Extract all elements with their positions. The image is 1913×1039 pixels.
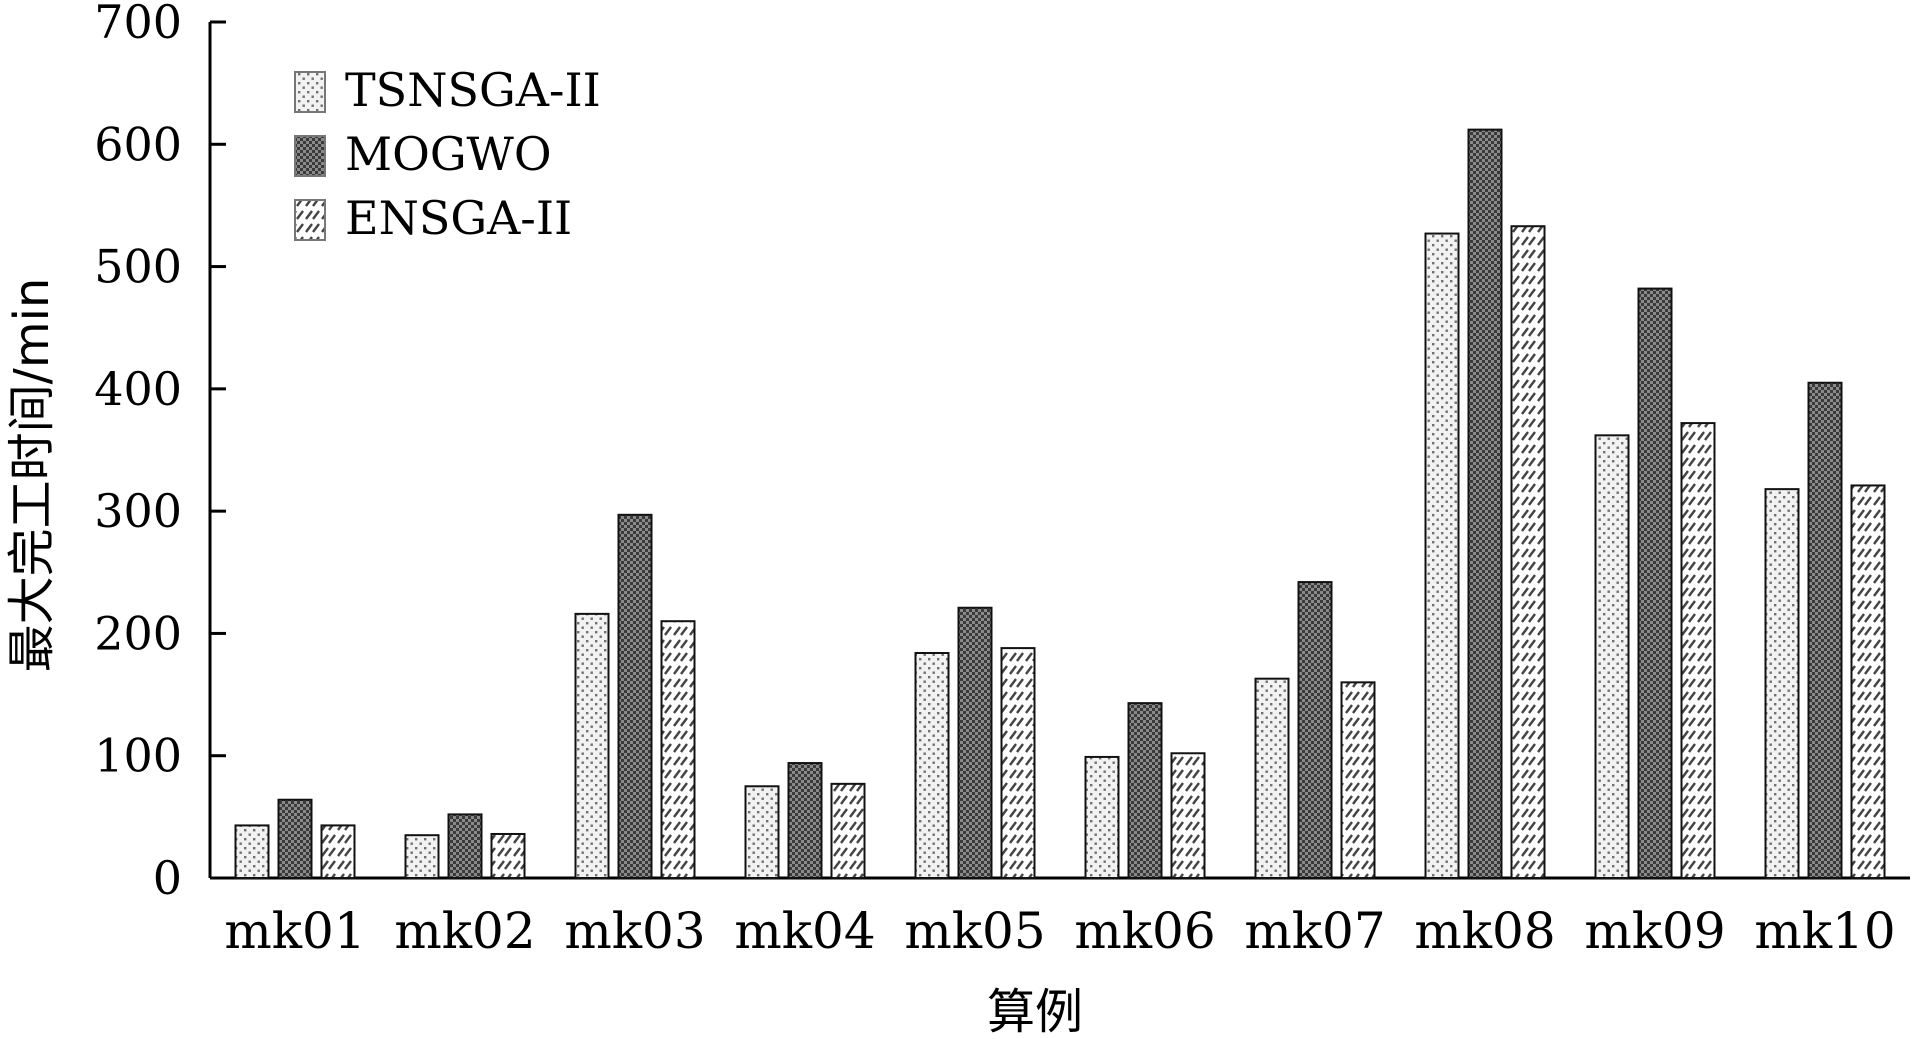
y-tick-label: 400 [94, 362, 182, 416]
bar-ensga-ii-mk01 [320, 824, 356, 879]
y-tick-label: 600 [94, 117, 182, 171]
bar-mogwo-mk01 [277, 798, 313, 879]
y-axis-title: 最大完工时间/min [4, 278, 60, 673]
bar-ensga-ii-mk09 [1680, 422, 1716, 879]
x-tick-label: mk03 [564, 902, 705, 960]
bar-tsnsga-ii-mk05 [914, 651, 950, 879]
legend-swatch [294, 199, 326, 241]
x-tick-label: mk09 [1584, 902, 1725, 960]
legend-label: TSNSGA-II [345, 63, 601, 117]
x-tick-label: mk10 [1754, 902, 1895, 960]
bar-mogwo-mk04 [787, 762, 823, 880]
bar-ensga-ii-mk06 [1170, 752, 1206, 879]
bar-mogwo-mk02 [447, 813, 483, 880]
legend-label: MOGWO [345, 127, 552, 181]
bar-ensga-ii-mk02 [490, 832, 526, 880]
x-axis-title: 算例 [987, 984, 1083, 1039]
x-tick-label: mk01 [224, 902, 365, 960]
y-tick-label: 0 [153, 851, 182, 905]
bar-tsnsga-ii-mk02 [404, 834, 440, 880]
bar-tsnsga-ii-mk08 [1424, 232, 1460, 880]
x-tick-label: mk04 [734, 902, 875, 960]
bar-mogwo-mk08 [1467, 128, 1503, 879]
legend-swatch [294, 135, 326, 177]
bar-tsnsga-ii-mk09 [1594, 434, 1630, 879]
y-tick-label: 200 [94, 606, 182, 660]
x-tick-label: mk02 [394, 902, 535, 960]
bar-tsnsga-ii-mk01 [234, 824, 270, 879]
bar-ensga-ii-mk04 [830, 782, 866, 880]
bar-ensga-ii-mk08 [1510, 225, 1546, 879]
bar-ensga-ii-mk07 [1340, 681, 1376, 879]
bar-tsnsga-ii-mk07 [1254, 677, 1290, 879]
bar-mogwo-mk10 [1807, 381, 1843, 879]
x-tick-label: mk08 [1414, 902, 1555, 960]
y-tick-label: 700 [94, 0, 182, 49]
legend-label: ENSGA-II [345, 191, 572, 245]
legend-swatch [294, 71, 326, 113]
bar-ensga-ii-mk05 [1000, 647, 1036, 879]
bar-ensga-ii-mk03 [660, 620, 696, 879]
bar-tsnsga-ii-mk10 [1764, 488, 1800, 879]
bar-mogwo-mk05 [957, 606, 993, 880]
bar-mogwo-mk06 [1127, 702, 1163, 879]
legend: TSNSGA-II MOGWO ENSGA-II [294, 63, 601, 245]
bar-mogwo-mk03 [617, 513, 653, 879]
y-tick-label: 500 [94, 240, 182, 294]
x-tick-label: mk07 [1244, 902, 1385, 960]
bar-tsnsga-ii-mk03 [574, 612, 610, 879]
bar-tsnsga-ii-mk04 [744, 785, 780, 879]
y-tick-label: 100 [94, 729, 182, 783]
bar-ensga-ii-mk10 [1850, 484, 1886, 879]
bar-mogwo-mk07 [1297, 581, 1333, 879]
bar-mogwo-mk09 [1637, 287, 1673, 879]
x-tick-label: mk06 [1074, 902, 1215, 960]
plot-area: 0 100 200 300 400 500 600 700 mk01 mk02 mk03 mk04 mk… [94, 0, 1910, 960]
x-tick-label: mk05 [904, 902, 1045, 960]
y-tick-label: 300 [94, 484, 182, 538]
bar-tsnsga-ii-mk06 [1084, 755, 1120, 879]
